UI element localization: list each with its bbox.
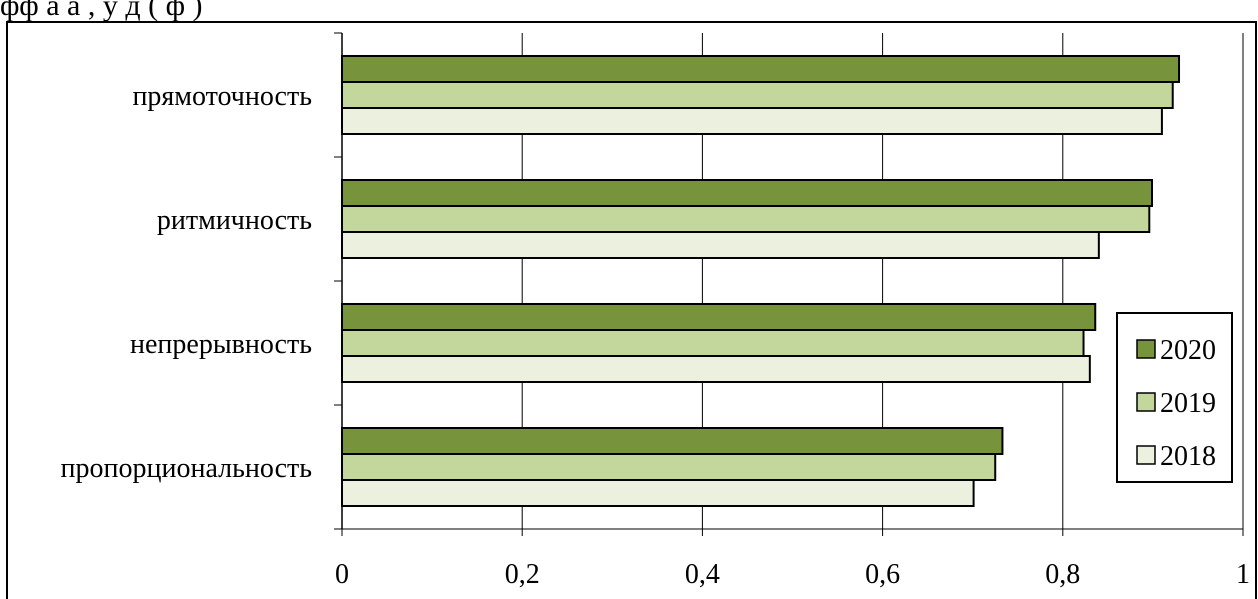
legend-label: 2019 (1160, 388, 1216, 419)
category-label: пропорциональность (61, 453, 312, 484)
category-labels: пропорциональность непрерывность ритмичнос… (61, 81, 312, 484)
category-label: прямоточность (132, 81, 312, 112)
caption-fragment: фф а а , у д ( ф ) (0, 0, 203, 22)
x-tick-label: 0,2 (505, 559, 540, 590)
legend-label: 2020 (1160, 335, 1216, 366)
x-tick-label: 0,4 (685, 559, 720, 590)
bar (341, 55, 1181, 83)
x-tick-label: 0,8 (1045, 559, 1080, 590)
legend-label: 2018 (1160, 441, 1216, 472)
x-tick-label: 1 (1236, 559, 1250, 590)
x-tick-label: 0 (335, 559, 349, 590)
chart-frame (6, 21, 1257, 599)
bar (341, 329, 1085, 357)
legend-swatch (1136, 339, 1156, 359)
bar (341, 479, 975, 507)
x-tick-labels: 0 0,2 0,4 0,6 0,8 1 (335, 559, 1250, 590)
legend-swatch (1136, 445, 1156, 465)
legend: 2020 2019 2018 (1116, 312, 1233, 483)
bar (341, 107, 1163, 135)
x-tick-label: 0,6 (865, 559, 900, 590)
bar (341, 179, 1153, 207)
bar (341, 453, 997, 481)
bar (341, 81, 1174, 109)
bar (341, 205, 1151, 233)
bar (341, 427, 1004, 455)
legend-box (1116, 312, 1233, 483)
bar (341, 231, 1100, 259)
bars (341, 55, 1181, 507)
bar (341, 355, 1091, 383)
legend-swatch (1136, 392, 1156, 412)
category-label: непрерывность (130, 329, 312, 360)
bar (341, 303, 1097, 331)
category-label: ритмичность (157, 205, 312, 236)
